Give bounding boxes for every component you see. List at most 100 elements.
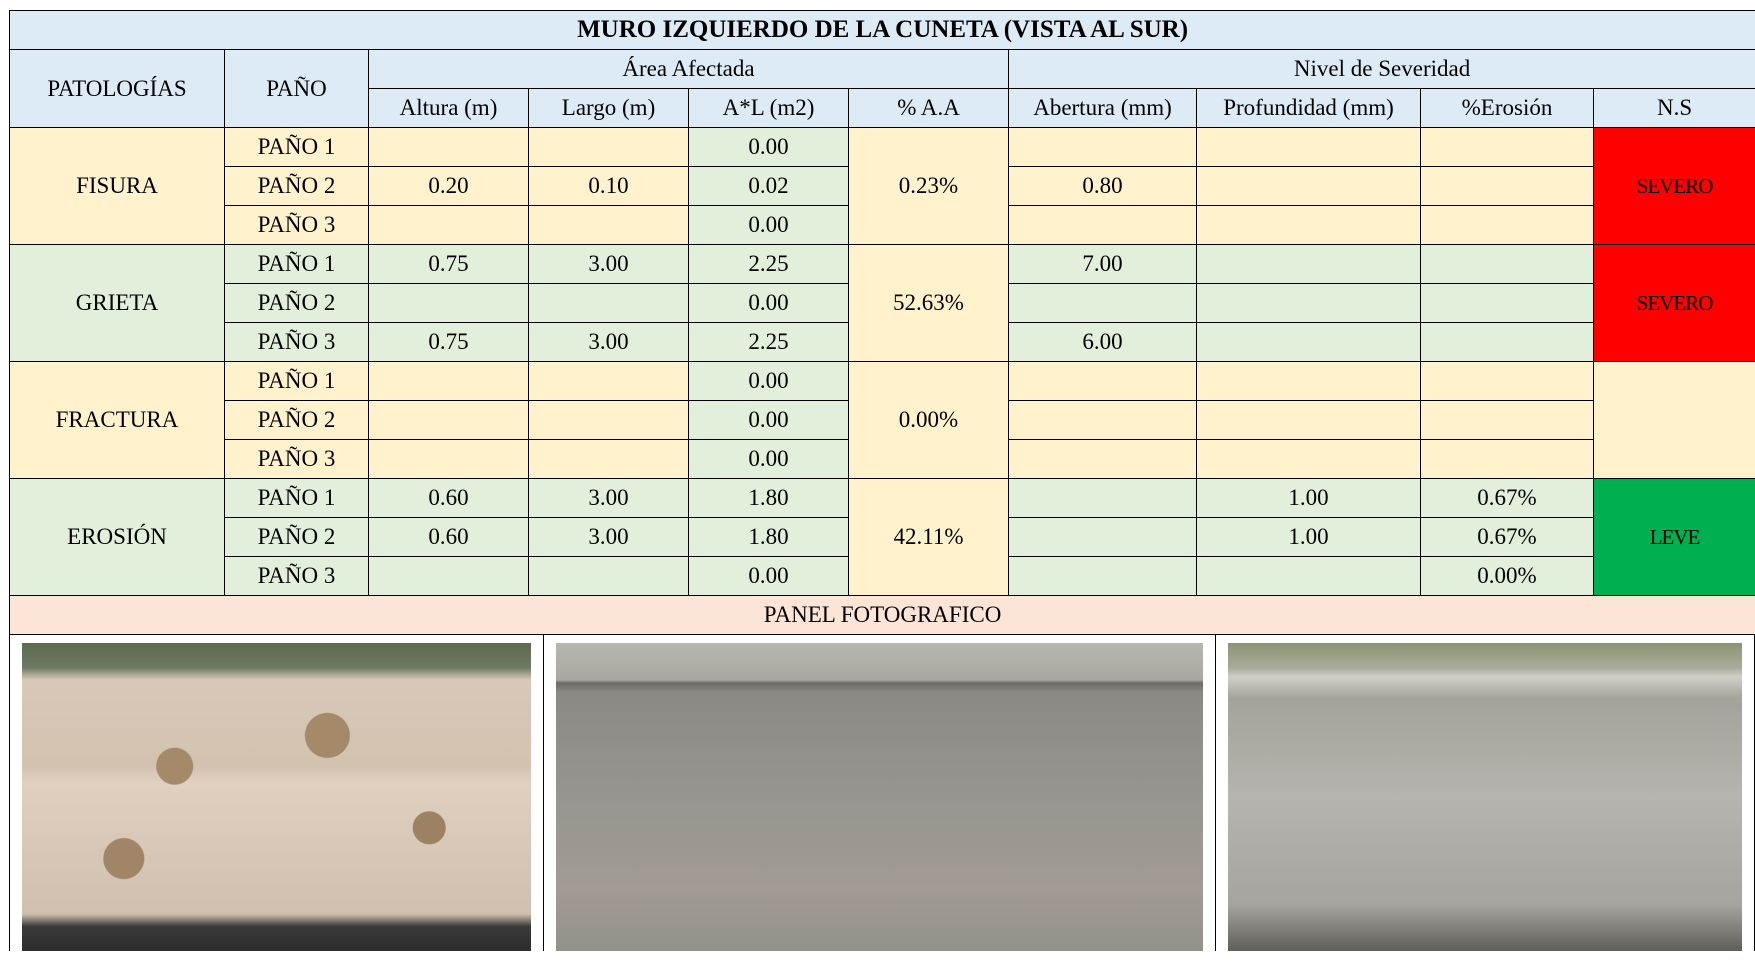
cell-profundidad (1196, 400, 1421, 440)
column-header: Largo (m) (528, 88, 689, 128)
photo (1227, 643, 1742, 951)
cell-erosion (1420, 283, 1594, 323)
cell-altura: 0.75 (368, 322, 529, 362)
row: PAÑO 2 0.00 (10, 400, 1755, 440)
cell-profundidad: 1.00 (1196, 517, 1421, 557)
cell-abertura (1008, 127, 1197, 167)
cell-largo: 3.00 (528, 322, 689, 362)
photo-panel (9, 635, 1755, 951)
cell-abertura: 0.80 (1008, 166, 1197, 206)
pano: PAÑO 1 (224, 478, 369, 518)
cell-altura (368, 127, 529, 167)
cell-area: 0.00 (688, 400, 849, 440)
photo-frame (10, 635, 545, 951)
pano: PAÑO 1 (224, 244, 369, 284)
severity: LEVE (1592, 478, 1755, 596)
cell-altura: 0.60 (368, 478, 529, 518)
cell-largo: 3.00 (528, 478, 689, 518)
percent-area: 52.63% (848, 244, 1009, 362)
cell-area: 0.00 (688, 439, 849, 479)
row: PAÑO 2 0.60 3.00 1.80 1.00 0.67% (10, 517, 1755, 557)
cell-abertura (1008, 439, 1197, 479)
percent-area: 0.00% (848, 361, 1009, 479)
cell-altura (368, 400, 529, 440)
cell-altura (368, 361, 529, 401)
cell-erosion (1420, 400, 1594, 440)
pano: PAÑO 2 (224, 283, 369, 323)
cell-erosion (1420, 127, 1594, 167)
severity: SEVERO (1592, 127, 1755, 245)
header: PATOLOGÍAS (9, 49, 225, 128)
pathology: EROSIÓN (9, 478, 225, 596)
cell-erosion (1420, 322, 1594, 362)
header: Nivel de Severidad (1007, 49, 1755, 89)
cell-area: 1.80 (688, 478, 849, 518)
cell-abertura (1008, 205, 1197, 245)
cell-erosion (1420, 205, 1594, 245)
cell-area: 0.00 (688, 127, 849, 167)
pathology: GRIETA (9, 244, 225, 362)
sheet: MURO IZQUIERDO DE LA CUNETA (VISTA AL SU… (8, 10, 1755, 951)
cell-profundidad (1196, 283, 1421, 323)
column-header: %Erosión (1420, 88, 1594, 128)
column-header: A*L (m2) (688, 88, 849, 128)
pano: PAÑO 3 (224, 322, 369, 362)
cell-profundidad: 1.00 (1196, 478, 1421, 518)
cell-abertura (1008, 556, 1197, 596)
row: GRIETA PAÑO 1 0.75 3.00 2.25 52.63% 7.00 SEVERO (9, 244, 1755, 362)
column-header: Abertura (mm) (1008, 88, 1197, 128)
cell-abertura (1008, 283, 1197, 323)
cell-largo (528, 127, 689, 167)
pano: PAÑO 3 (224, 439, 369, 479)
cell-altura: 0.75 (368, 244, 529, 284)
cell-erosion: 0.67% (1420, 517, 1594, 557)
cell-erosion (1420, 166, 1594, 206)
severity (1592, 361, 1755, 479)
cell-area: 0.00 (688, 556, 849, 596)
photo-frame (1216, 635, 1754, 951)
cell-abertura (1008, 478, 1197, 518)
cell-largo: 0.10 (528, 166, 689, 206)
pathology: FRACTURA (9, 361, 225, 479)
row: PAÑO 3 0.75 3.00 2.25 6.00 (10, 322, 1755, 362)
cell-profundidad (1196, 127, 1421, 167)
cell-profundidad (1196, 205, 1421, 245)
cell-area: 1.80 (688, 517, 849, 557)
row: PAÑO 3 0.00 (10, 205, 1755, 245)
cell-altura (368, 283, 529, 323)
cell-largo (528, 361, 689, 401)
cell-area: 0.00 (688, 361, 849, 401)
cell-profundidad (1196, 322, 1421, 362)
pano: PAÑO 1 (224, 127, 369, 167)
row: PAÑO 2 0.20 0.10 0.02 0.80 (10, 166, 1755, 206)
photo (22, 643, 532, 951)
cell-profundidad (1196, 439, 1421, 479)
cell-profundidad (1196, 361, 1421, 401)
cell-area: 2.25 (688, 322, 849, 362)
cell-area: 0.02 (688, 166, 849, 206)
cell-altura (368, 205, 529, 245)
cell-largo (528, 556, 689, 596)
column-header: Altura (m) (368, 88, 529, 128)
photo (556, 643, 1203, 951)
cell-erosion (1420, 439, 1594, 479)
pano: PAÑO 2 (224, 400, 369, 440)
percent-area: 0.23% (848, 127, 1009, 245)
cell-abertura (1008, 517, 1197, 557)
cell-largo (528, 439, 689, 479)
cell-altura (368, 439, 529, 479)
column-header: N.S (1592, 88, 1755, 128)
photo-frame (544, 635, 1216, 951)
cell-altura (368, 556, 529, 596)
cell-erosion: 0.67% (1420, 478, 1594, 518)
pano: PAÑO 3 (224, 556, 369, 596)
cell-profundidad (1196, 166, 1421, 206)
panel-title: PANEL FOTOGRAFICO (8, 595, 1755, 635)
cell-abertura: 6.00 (1008, 322, 1197, 362)
cell-area: 0.00 (688, 283, 849, 323)
cell-profundidad (1196, 556, 1421, 596)
cell-largo (528, 400, 689, 440)
row: PAÑO 3 0.00 (10, 439, 1755, 479)
title: MURO IZQUIERDO DE LA CUNETA (VISTA AL SU… (8, 10, 1755, 50)
